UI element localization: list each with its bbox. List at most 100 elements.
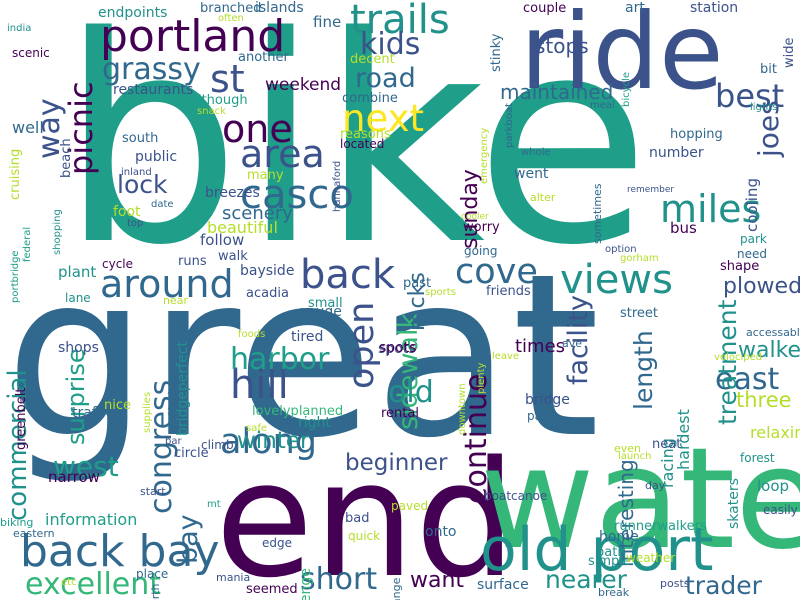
word-ride: ride <box>520 0 724 113</box>
word-gorham: gorham <box>620 253 659 264</box>
word-road: road <box>355 63 416 94</box>
word-around: around <box>100 262 234 306</box>
word-traffic: traffic <box>72 405 114 421</box>
word-cooling: cooling <box>743 178 761 232</box>
word-bar: bar <box>165 436 182 447</box>
word-near: near <box>163 294 189 307</box>
word-bridgeperfect: bridgeperfect <box>175 341 191 437</box>
word-meal: meal <box>590 100 615 111</box>
word-seemed: seemed <box>246 582 298 597</box>
word-right: right <box>298 415 331 431</box>
word-combine: combine <box>342 91 398 106</box>
word-parkboat: parkboat <box>504 103 515 148</box>
word-home: home <box>599 529 639 545</box>
word-option: option <box>605 244 637 255</box>
word-sometimes: sometimes <box>591 183 604 245</box>
word-beautiful: beautiful <box>207 218 278 237</box>
word-place: place <box>136 567 169 581</box>
word-public: public <box>135 149 178 165</box>
word-surprise: surprise <box>62 348 90 446</box>
word-grassy: grassy <box>102 52 201 87</box>
word-mt: mt <box>207 499 221 510</box>
word-well: well <box>12 118 44 137</box>
word-plant: plant <box>58 263 97 281</box>
word-station: station <box>690 0 739 16</box>
word-need: need <box>737 247 767 261</box>
word-relaxing: relaxing <box>750 423 800 442</box>
word-loop: loop <box>757 477 790 495</box>
word-beach: beach <box>59 138 74 178</box>
word-information: information <box>45 510 138 529</box>
word-challenge: challenge <box>298 568 314 600</box>
word-west: west <box>53 450 119 483</box>
word-small: small <box>308 296 343 311</box>
word-edge: edge <box>262 536 292 550</box>
word-lovelyplanned: lovelyplanned <box>252 404 344 419</box>
word-trader: trader <box>685 571 762 600</box>
word-decent: decent <box>350 52 395 67</box>
word-shape: shape <box>720 259 760 274</box>
word-harbor: harbor <box>230 342 330 377</box>
word-scenery: scenery <box>222 203 293 224</box>
word-rental: rental <box>381 406 419 421</box>
word-safe: safe <box>246 423 268 434</box>
word-runs: runs <box>178 254 207 269</box>
word-scenic: scenic <box>12 46 50 60</box>
word-beginner: beginner <box>345 450 448 476</box>
word-alter: alter <box>530 191 556 204</box>
word-acadia: acadia <box>246 286 289 301</box>
word-walked: walked <box>738 338 800 363</box>
word-south: south <box>122 131 159 146</box>
word-tired: tired <box>291 329 324 345</box>
word-st: st <box>210 57 245 101</box>
word-bit: bit <box>760 62 777 77</box>
word-boatcanoe: boatcanoe <box>484 489 548 503</box>
word-views: views <box>560 257 673 303</box>
word-shopping: shopping <box>52 209 63 255</box>
word-foods: foods <box>238 329 266 340</box>
word-leave: leave <box>492 351 520 362</box>
word-climb: climb <box>201 438 234 452</box>
word-often: often <box>218 13 244 24</box>
word-launch: launch <box>618 451 652 462</box>
word-cycle: cycle <box>102 257 134 271</box>
word-bay: bay <box>173 513 204 564</box>
word-path: path <box>596 545 626 560</box>
word-mania: mania <box>216 571 251 584</box>
word-spots: spots <box>378 341 416 357</box>
word-bus: bus <box>670 219 697 237</box>
word-back-bay: back bay <box>20 526 220 577</box>
word-bicycle: bicycle <box>621 72 632 107</box>
word-many: many <box>247 168 284 183</box>
word-walk: walk <box>218 249 248 264</box>
word-branched: branched <box>200 1 262 16</box>
word-open: open <box>342 301 382 389</box>
word-quick: quick <box>348 529 381 543</box>
word-east: east <box>715 362 780 397</box>
word-lane: lane <box>65 291 91 305</box>
word-wide: wide <box>782 37 797 69</box>
word-cove: cove <box>455 252 538 292</box>
word-another: another <box>238 50 289 65</box>
word-inland: inland <box>121 167 152 178</box>
word-trails: trails <box>350 0 450 43</box>
word-parts: parts <box>527 409 558 423</box>
word-easily: easily <box>763 503 798 517</box>
word-bridge: bridge <box>525 392 570 408</box>
word-nearer: nearer <box>545 565 627 594</box>
word-although: although <box>190 93 248 108</box>
word-old: old <box>388 375 434 410</box>
word-stinky: stinky <box>489 33 504 72</box>
word-street: street <box>620 306 659 321</box>
word-downtown: downtown <box>457 383 468 435</box>
word-ave: ave <box>562 337 583 350</box>
word-stops: stops <box>535 34 589 58</box>
word-kids: kids <box>360 27 421 62</box>
word-date: date <box>151 199 174 210</box>
word-reasons: reasons <box>340 127 391 142</box>
word-spots: spots <box>379 340 417 356</box>
word-plowed: plowed <box>723 274 800 299</box>
word-miles: miles <box>660 187 762 231</box>
word-lock: lock <box>117 170 168 199</box>
